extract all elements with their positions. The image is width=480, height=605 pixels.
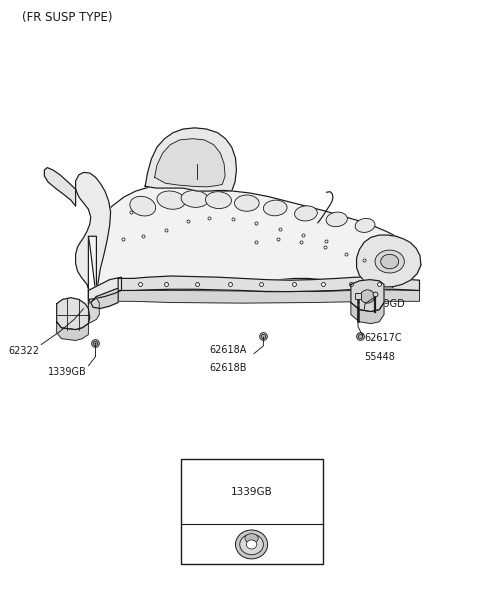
Ellipse shape: [205, 192, 231, 209]
Ellipse shape: [236, 530, 268, 559]
Text: 62400A: 62400A: [167, 152, 204, 162]
Ellipse shape: [375, 250, 404, 273]
Text: 55448: 55448: [364, 352, 395, 362]
Text: 1129GD: 1129GD: [366, 298, 406, 309]
Polygon shape: [88, 277, 121, 299]
Polygon shape: [118, 276, 420, 292]
Ellipse shape: [157, 191, 185, 209]
Text: 62322: 62322: [9, 346, 40, 356]
Ellipse shape: [381, 254, 399, 269]
Bar: [180, 459, 323, 564]
Polygon shape: [357, 235, 421, 287]
Text: 62618B: 62618B: [209, 363, 247, 373]
Ellipse shape: [246, 540, 257, 549]
Ellipse shape: [326, 212, 348, 227]
Polygon shape: [44, 168, 76, 206]
Ellipse shape: [295, 206, 317, 221]
Polygon shape: [57, 298, 90, 330]
Ellipse shape: [360, 290, 374, 303]
Polygon shape: [145, 128, 237, 191]
Polygon shape: [76, 172, 110, 306]
Ellipse shape: [181, 191, 208, 208]
Text: 1339GB: 1339GB: [48, 367, 87, 377]
Ellipse shape: [130, 197, 156, 216]
Ellipse shape: [264, 200, 287, 216]
Polygon shape: [57, 322, 88, 341]
Ellipse shape: [240, 534, 264, 555]
Polygon shape: [351, 302, 384, 324]
Polygon shape: [88, 185, 421, 298]
Polygon shape: [88, 298, 99, 324]
Polygon shape: [118, 290, 420, 303]
Polygon shape: [351, 280, 384, 312]
Polygon shape: [155, 139, 225, 187]
Text: (FR SUSP TYPE): (FR SUSP TYPE): [22, 11, 113, 24]
Text: 62618A: 62618A: [209, 345, 246, 355]
Text: 62617C: 62617C: [364, 333, 402, 344]
Text: 1339GB: 1339GB: [231, 487, 273, 497]
Ellipse shape: [355, 218, 375, 232]
Polygon shape: [91, 288, 118, 309]
Ellipse shape: [235, 195, 259, 211]
Ellipse shape: [245, 534, 258, 543]
